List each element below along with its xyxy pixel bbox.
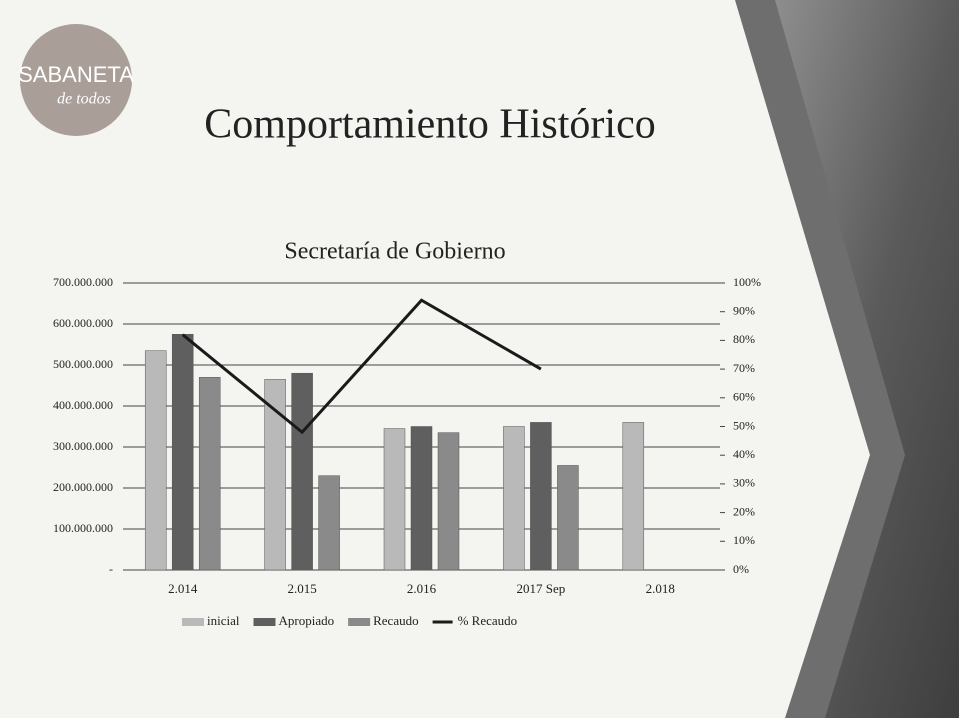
y2-tick-label: 30%	[733, 476, 755, 490]
bar	[530, 422, 551, 570]
logo-text: SABANETA	[18, 62, 134, 87]
legend-label: Apropiado	[279, 613, 335, 628]
bar	[557, 465, 578, 570]
y2-tick-label: 40%	[733, 447, 755, 461]
legend-label: inicial	[207, 613, 240, 628]
bar	[503, 427, 524, 571]
y2-tick-label: 50%	[733, 418, 755, 432]
y-tick-label: -	[109, 562, 113, 576]
bar	[411, 427, 432, 571]
legend-label: Recaudo	[373, 613, 418, 628]
y2-tick-label: 20%	[733, 504, 755, 518]
x-tick-label: 2.015	[287, 581, 316, 596]
chart-title: Secretaría de Gobierno	[284, 239, 505, 265]
bar	[384, 429, 405, 570]
bar	[292, 373, 313, 570]
y2-tick-label: 70%	[733, 361, 755, 375]
y-tick-label: 300.000.000	[53, 439, 113, 453]
legend-swatch	[348, 618, 370, 626]
logo-subtext: de todos	[57, 91, 111, 108]
bar	[199, 377, 220, 570]
y-tick-label: 400.000.000	[53, 398, 113, 412]
y-tick-label: 600.000.000	[53, 316, 113, 330]
y2-tick-label: 80%	[733, 332, 755, 346]
x-tick-label: 2017 Sep	[517, 581, 566, 596]
bar	[623, 422, 644, 570]
x-tick-label: 2.016	[407, 581, 437, 596]
bar	[319, 476, 340, 570]
x-tick-label: 2.018	[646, 581, 675, 596]
bar	[145, 351, 166, 570]
y-tick-label: 700.000.000	[53, 275, 113, 289]
y-tick-label: 500.000.000	[53, 357, 113, 371]
legend-swatch	[182, 618, 204, 626]
x-tick-label: 2.014	[168, 581, 198, 596]
bar	[265, 379, 286, 570]
y2-tick-label: 10%	[733, 533, 755, 547]
y-tick-label: 200.000.000	[53, 480, 113, 494]
legend-label: % Recaudo	[458, 613, 518, 628]
y2-tick-label: 90%	[733, 303, 755, 317]
y2-tick-label: 0%	[733, 562, 749, 576]
y2-tick-label: 60%	[733, 390, 755, 404]
y-tick-label: 100.000.000	[53, 521, 113, 535]
y2-tick-label: 100%	[733, 275, 761, 289]
slide-title: Comportamiento Histórico	[204, 102, 655, 148]
legend-swatch	[254, 618, 276, 626]
bar	[438, 433, 459, 570]
slide: SABANETA de todos Comportamiento Históri…	[0, 0, 959, 718]
bar	[172, 334, 193, 570]
